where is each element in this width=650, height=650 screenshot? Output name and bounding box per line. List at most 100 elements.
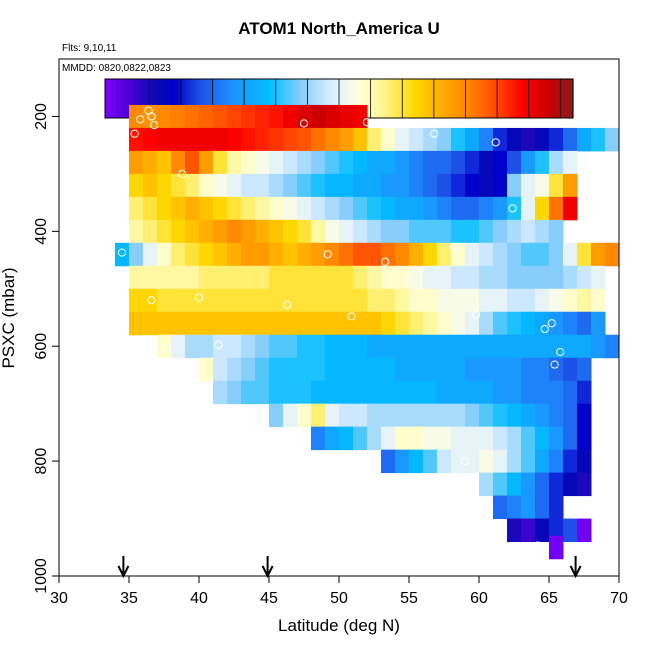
heatmap-cell — [227, 311, 242, 336]
colorbar-swatch — [417, 79, 420, 118]
colorbar-swatch — [409, 79, 412, 118]
heatmap-cell — [507, 380, 522, 405]
colorbar-swatch — [109, 79, 112, 118]
colorbar-swatch — [329, 79, 332, 118]
heatmap-cell — [549, 127, 564, 152]
colorbar-swatch — [335, 79, 338, 118]
heatmap-cell — [535, 403, 550, 428]
heatmap-cell — [269, 104, 284, 129]
colorbar-swatch — [203, 79, 206, 118]
heatmap-cell — [395, 242, 410, 267]
heatmap-cell — [283, 311, 298, 336]
heatmap-cell — [465, 426, 480, 451]
heatmap-cell — [353, 334, 368, 359]
heatmap-cell — [325, 265, 340, 290]
heatmap-cell — [367, 196, 382, 221]
colorbar-swatch — [239, 79, 242, 118]
colorbar-swatch — [173, 79, 176, 118]
heatmap-cell — [339, 311, 354, 336]
heatmap-cell — [549, 535, 564, 560]
colorbar-swatch — [281, 79, 284, 118]
heatmap-cell — [451, 380, 466, 405]
colorbar-swatch — [437, 79, 440, 118]
heatmap-cell — [367, 219, 382, 244]
heatmap-cell — [535, 518, 550, 543]
heatmap-cell — [367, 150, 382, 175]
colorbar-swatch — [331, 79, 334, 118]
observation-point — [533, 541, 542, 550]
heatmap-cell — [423, 403, 438, 428]
observation-point — [117, 248, 127, 257]
observation-point — [508, 204, 517, 213]
heatmap-cell — [367, 288, 382, 313]
x-tick-label: 40 — [190, 590, 208, 607]
colorbar-swatch — [375, 79, 378, 118]
heatmap-cell — [395, 311, 410, 336]
heatmap-cell — [521, 219, 536, 244]
colorbar-swatch — [527, 79, 530, 118]
colorbar-swatch — [347, 79, 350, 118]
heatmap-cell — [297, 104, 312, 129]
heatmap-cell — [213, 357, 228, 382]
heatmap-cell — [325, 426, 340, 451]
heatmap-cell — [395, 127, 410, 152]
colorbar-swatch — [127, 79, 130, 118]
colorbar-swatch — [429, 79, 432, 118]
colorbar-swatch — [501, 79, 504, 118]
heatmap-cell — [591, 127, 606, 152]
heatmap-cell — [311, 150, 326, 175]
colorbar-swatch — [497, 79, 500, 118]
heatmap-cell — [381, 426, 396, 451]
colorbar-swatch — [485, 79, 488, 118]
heatmap-cell — [521, 518, 536, 543]
heatmap-cell — [451, 403, 466, 428]
heatmap-cell — [465, 242, 480, 267]
heatmap-cell — [297, 219, 312, 244]
heatmap-cell — [353, 127, 368, 152]
heatmap-cell — [283, 380, 298, 405]
colorbar-swatch — [277, 79, 280, 118]
heatmap-cell — [353, 242, 368, 267]
heatmap-cell — [227, 219, 242, 244]
heatmap-cell — [451, 219, 466, 244]
observation-point — [403, 276, 412, 285]
colorbar-swatch — [139, 79, 142, 118]
x-tick-label: 45 — [260, 590, 278, 607]
heatmap-cell — [143, 288, 158, 313]
heatmap-cell — [255, 127, 270, 152]
heatmap-cell — [493, 380, 508, 405]
colorbar-swatch — [121, 79, 124, 118]
heatmap-cell — [269, 380, 284, 405]
heatmap-cell — [297, 380, 312, 405]
colorbar-swatch — [227, 79, 230, 118]
heatmap-cell — [535, 288, 550, 313]
colorbar-swatch — [509, 79, 512, 118]
colorbar-swatch — [177, 79, 180, 118]
heatmap-cell — [185, 265, 200, 290]
heatmap-cell — [395, 380, 410, 405]
heatmap-cell — [269, 196, 284, 221]
heatmap-cell — [283, 288, 298, 313]
heatmap-cell — [591, 311, 606, 336]
heatmap-cell — [423, 173, 438, 198]
heatmap-cell — [185, 242, 200, 267]
heatmap-cell — [493, 150, 508, 175]
heatmap-cell — [297, 242, 312, 267]
heatmap-cell — [199, 311, 214, 336]
heatmap-cell — [297, 127, 312, 152]
heatmap-cell — [437, 426, 452, 451]
colorbar-swatch — [419, 79, 422, 118]
heatmap-cell — [367, 334, 382, 359]
colorbar-swatch — [439, 79, 442, 118]
heatmap-cell — [395, 334, 410, 359]
heatmap-cell — [325, 288, 340, 313]
heatmap-cell — [213, 311, 228, 336]
heatmap-cell — [199, 334, 214, 359]
observation-point — [136, 115, 145, 124]
heatmap-cell — [577, 426, 592, 451]
heatmap-cell — [479, 173, 494, 198]
heatmap-cell — [409, 380, 424, 405]
heatmap-cell — [157, 334, 172, 359]
colorbar-swatch — [275, 79, 278, 118]
colorbar-swatch — [451, 79, 454, 118]
